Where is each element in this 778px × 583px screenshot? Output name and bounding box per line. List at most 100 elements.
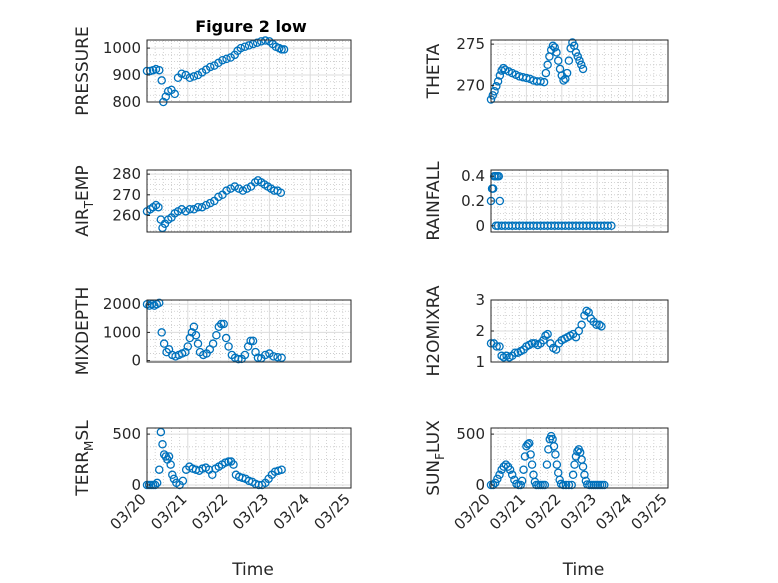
data-point — [277, 353, 286, 363]
data-point — [212, 330, 221, 340]
subplot-5: 0 1000 2000 MIXDEPTH — [73, 287, 352, 376]
data-point — [592, 320, 601, 330]
data-point — [490, 478, 500, 488]
data-point — [543, 329, 552, 339]
plot-frame — [490, 427, 669, 489]
data-point — [193, 339, 203, 348]
data-point — [189, 72, 199, 81]
data-point — [523, 440, 533, 449]
data-point — [242, 184, 252, 193]
data-point — [157, 328, 166, 337]
data-point — [214, 192, 223, 202]
data-point — [218, 55, 227, 65]
data-point — [573, 52, 582, 61]
data-point — [548, 41, 558, 51]
y-tick-label: 900 — [112, 66, 141, 84]
data-point — [577, 320, 586, 330]
y-tick-label: 0.2 — [461, 192, 485, 210]
data-point — [154, 298, 164, 308]
data-point — [261, 350, 270, 360]
data-point — [208, 339, 218, 348]
data-point — [522, 73, 531, 83]
y-tick-label: 270 — [456, 76, 485, 94]
subplot-6: 1 2 3 H2OMIXRA — [424, 285, 669, 377]
data-point — [495, 71, 505, 80]
data-point — [217, 319, 226, 329]
data-point — [488, 91, 498, 100]
y-tick-label: 2 — [475, 322, 485, 340]
plot-frame — [490, 39, 669, 103]
data-point — [552, 48, 561, 57]
data-point — [183, 342, 193, 351]
data-point — [549, 442, 559, 451]
data-point — [252, 38, 262, 47]
data-point — [488, 184, 498, 193]
data-point — [541, 68, 551, 78]
y-tick-label: 500 — [112, 425, 141, 443]
data-point — [234, 354, 243, 364]
y-axis-label: MIXDEPTH — [73, 287, 93, 376]
data-point — [222, 54, 231, 64]
data-point — [158, 440, 167, 449]
data-point — [575, 56, 584, 65]
data-point — [526, 450, 535, 459]
data-point — [234, 184, 244, 193]
subplot-3: 260 270 280 AIRTEMP — [73, 165, 352, 237]
y-tick-label: 270 — [112, 186, 141, 204]
data-point — [488, 480, 498, 490]
data-point — [154, 202, 163, 212]
y-tick-label: 260 — [112, 206, 141, 224]
data-point — [595, 320, 604, 330]
y-tick-label: 275 — [456, 35, 485, 53]
data-point — [495, 470, 504, 480]
data-point — [248, 336, 258, 346]
data-point — [178, 476, 188, 486]
data-point — [177, 69, 186, 78]
data-point — [543, 60, 552, 70]
y-tick-label: 0 — [131, 476, 141, 494]
data-point — [497, 351, 506, 361]
data-point — [219, 319, 228, 329]
y-axis-label: H2OMIXRA — [424, 285, 444, 376]
data-point — [492, 342, 501, 351]
data-point — [273, 352, 282, 362]
data-point — [151, 200, 161, 210]
data-point — [493, 474, 502, 484]
data-point — [277, 465, 286, 474]
y-tick-label: 1 — [475, 353, 485, 371]
data-point — [597, 322, 606, 331]
y-tick-label: 0 — [475, 217, 485, 235]
y-axis-label: AIRTEMP — [73, 165, 96, 236]
data-point — [558, 480, 568, 490]
data-point — [256, 37, 266, 46]
data-point — [185, 73, 195, 82]
data-point — [568, 470, 578, 480]
data-point — [236, 43, 246, 53]
data-point — [582, 306, 591, 316]
data-point — [193, 202, 203, 212]
subplot-4: 0 0.2 0.4 RAINFALL — [424, 161, 669, 241]
data-point — [562, 68, 572, 78]
data-point — [541, 331, 550, 340]
data-point — [570, 460, 579, 469]
data-point — [510, 475, 519, 485]
data-point — [542, 460, 552, 469]
data-point — [161, 92, 171, 101]
data-point — [550, 43, 559, 52]
y-tick-label: 280 — [112, 165, 141, 183]
data-point — [261, 36, 270, 45]
data-point — [536, 77, 545, 86]
data-point — [517, 476, 527, 486]
data-point — [189, 322, 199, 332]
subplot-2: 270 275 THETA — [424, 35, 669, 104]
data-point — [154, 65, 164, 75]
data-point — [181, 207, 191, 216]
y-tick-label: 1000 — [103, 39, 141, 57]
y-axis-label: TERRMSL — [73, 420, 96, 497]
subplot-1: 800 900 1000 PRESSURE — [73, 26, 352, 116]
y-tick-label: 3 — [475, 291, 485, 309]
data-point — [527, 339, 537, 348]
data-point — [189, 205, 199, 214]
data-point — [539, 336, 548, 345]
data-point — [150, 480, 160, 490]
